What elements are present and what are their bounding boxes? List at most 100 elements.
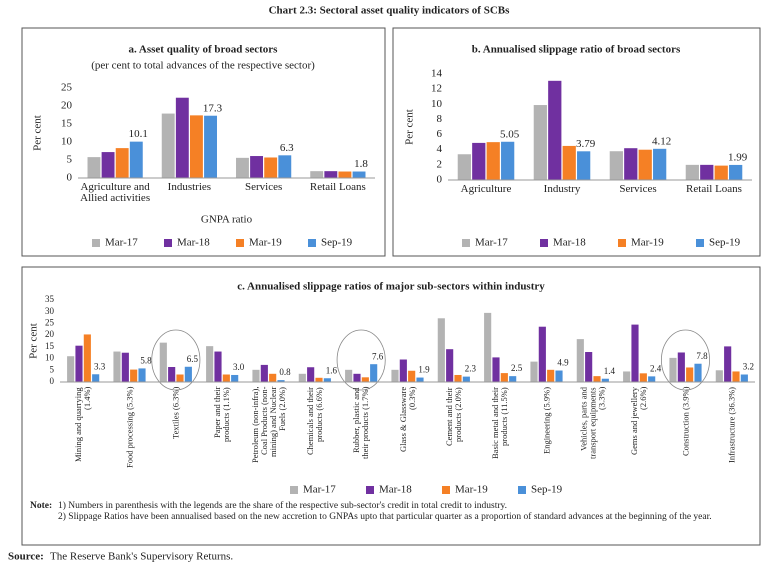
legend-swatch xyxy=(164,239,172,247)
bar xyxy=(700,164,714,180)
legend-swatch xyxy=(540,239,548,247)
x-tick-label: Textiles (6.3%) xyxy=(170,387,181,440)
bar xyxy=(189,115,203,178)
x-tick-label: Retail Loans xyxy=(686,183,742,195)
legend-swatch xyxy=(696,239,704,247)
x-axis-label: GNPA ratio xyxy=(201,214,253,226)
bar xyxy=(370,364,378,382)
x-tick-label: Vehicles, parts and transport equipments… xyxy=(578,387,607,459)
legend-label: Mar-19 xyxy=(455,484,488,496)
bar xyxy=(83,334,91,382)
data-label: 3.3 xyxy=(94,361,106,371)
source-text: The Reserve Bank's Supervisory Returns. xyxy=(50,551,233,563)
bar xyxy=(509,376,517,382)
bar xyxy=(648,376,656,382)
bar xyxy=(176,374,184,382)
data-label: 1.99 xyxy=(728,151,748,163)
bar xyxy=(638,149,652,180)
y-tick-label: 5 xyxy=(50,364,55,374)
y-tick-label: 5 xyxy=(67,154,73,166)
legend-label: Mar-18 xyxy=(379,484,412,496)
bar xyxy=(175,97,189,178)
y-tick-label: 35 xyxy=(45,294,55,304)
bar xyxy=(204,115,217,178)
legend-swatch xyxy=(92,239,100,247)
x-tick-label: Services xyxy=(619,183,657,195)
bar xyxy=(352,171,366,178)
y-tick-label: 20 xyxy=(45,329,55,339)
bar xyxy=(75,345,83,382)
bar xyxy=(538,326,546,382)
bar xyxy=(307,367,315,382)
bar xyxy=(576,339,584,382)
y-tick-label: 12 xyxy=(431,83,442,95)
bar xyxy=(715,370,723,382)
chart-title: a. Asset quality of broad sectors xyxy=(129,44,279,56)
data-label: 3.79 xyxy=(576,138,596,150)
data-label: 3.2 xyxy=(743,362,754,372)
bar xyxy=(562,145,576,180)
bar xyxy=(593,376,601,382)
bar xyxy=(87,157,101,178)
legend-swatch xyxy=(290,486,298,494)
bar xyxy=(298,373,306,382)
bar xyxy=(446,349,454,382)
bar xyxy=(533,105,547,180)
bar xyxy=(236,157,249,178)
bar xyxy=(92,374,100,382)
note-label: Note: xyxy=(30,501,53,511)
x-tick-label: Chemicals and their products (6.6%) xyxy=(304,387,324,455)
data-label: 1.8 xyxy=(354,158,368,170)
data-label: 0.8 xyxy=(279,367,291,377)
legend-swatch xyxy=(462,239,470,247)
y-tick-label: 15 xyxy=(61,118,73,130)
bar xyxy=(168,367,176,382)
data-label: 1.4 xyxy=(604,366,616,376)
bar xyxy=(694,363,702,382)
x-tick-label: Mining and quarrying (1.4%) xyxy=(73,387,93,462)
bar xyxy=(159,342,167,382)
legend-swatch xyxy=(518,486,526,494)
bar xyxy=(623,371,631,382)
bar xyxy=(631,324,639,382)
legend-label: Mar-19 xyxy=(249,237,282,249)
panel-frame xyxy=(392,27,761,257)
data-label: 2.4 xyxy=(650,363,662,373)
y-tick-label: 15 xyxy=(45,341,55,351)
chart-title: c. Annualised slippage ratios of major s… xyxy=(237,281,545,293)
note-item: 1) Numbers in parenthesis with the legen… xyxy=(58,501,508,511)
x-tick-label: Services xyxy=(244,181,283,193)
y-tick-label: 4 xyxy=(437,143,443,155)
bar xyxy=(129,141,143,178)
bar xyxy=(530,361,538,382)
x-tick-label: Cement and their products (2.0%) xyxy=(443,387,463,446)
y-tick-label: 30 xyxy=(45,306,55,316)
data-label: 6.3 xyxy=(280,142,294,154)
bar xyxy=(338,171,352,178)
y-axis-label: Per cent xyxy=(32,115,44,151)
bar xyxy=(457,154,471,180)
bar xyxy=(484,312,492,382)
x-tick-label: Construction (3.9%) xyxy=(680,387,690,457)
data-label: 5.8 xyxy=(140,355,152,365)
bar xyxy=(408,370,416,382)
bar xyxy=(724,346,732,382)
x-tick-label: Food processing (5.3%) xyxy=(124,387,134,469)
chart-subtitle: (per cent to total advances of the respe… xyxy=(91,60,315,72)
highlight-circle xyxy=(151,329,201,391)
legend-swatch xyxy=(366,486,374,494)
bar xyxy=(454,374,462,382)
bar xyxy=(231,374,239,382)
bar xyxy=(264,157,278,178)
legend-label: Sep-19 xyxy=(321,237,353,249)
x-tick-label: Agriculture xyxy=(460,183,512,195)
y-tick-label: 0 xyxy=(437,174,443,186)
data-label: 7.8 xyxy=(696,351,708,361)
bar xyxy=(345,369,353,382)
y-tick-label: 8 xyxy=(437,113,443,125)
bar xyxy=(101,152,115,178)
bar xyxy=(353,373,361,382)
bar xyxy=(130,369,138,382)
bar xyxy=(391,369,399,382)
bar xyxy=(555,370,563,382)
